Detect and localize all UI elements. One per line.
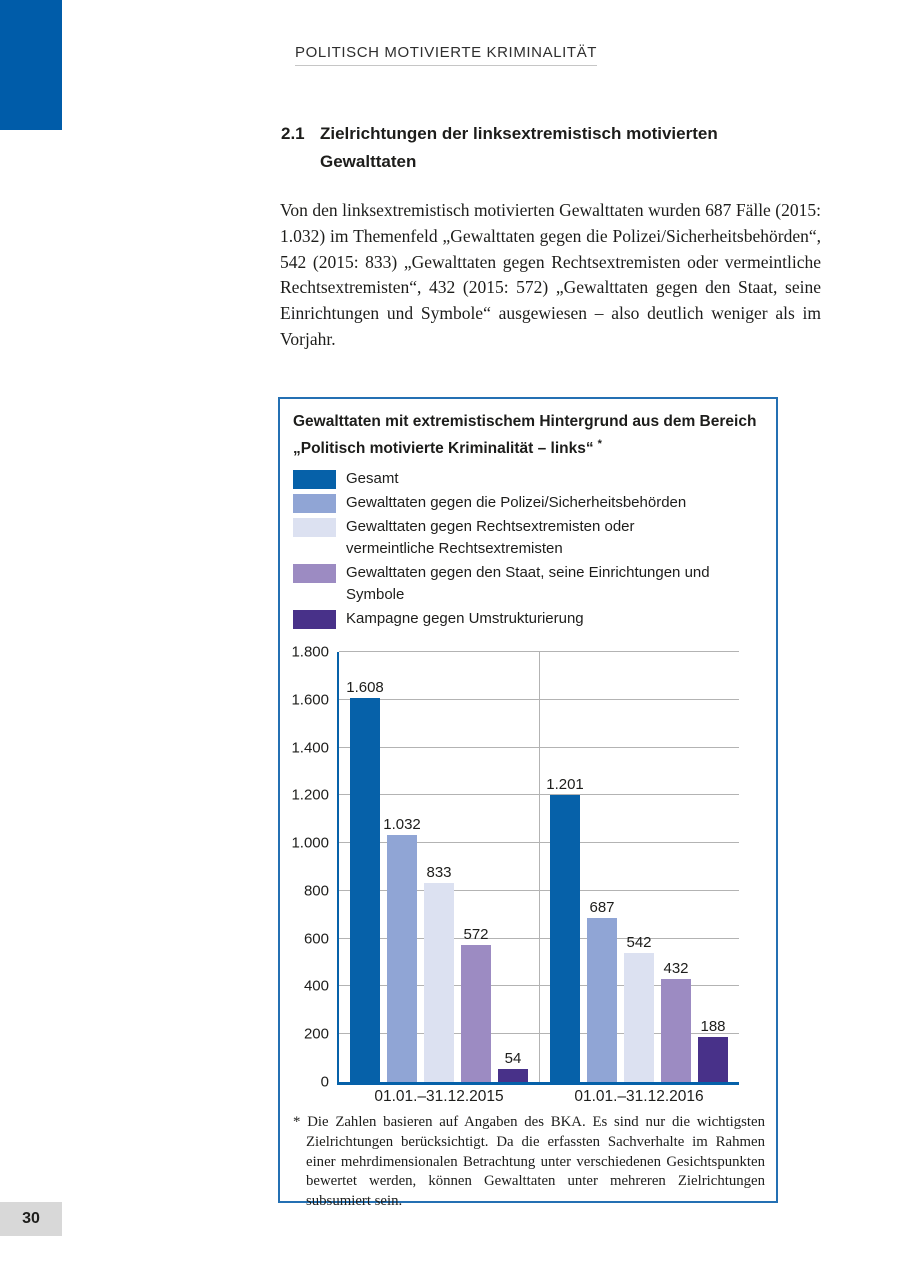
bar: 1.608: [346, 679, 384, 1082]
chart-legend: Gesamt Gewalttaten gegen die Polizei/Sich…: [293, 468, 766, 632]
y-tick-label: 1.600: [291, 691, 329, 709]
y-tick-label: 1.400: [291, 739, 329, 757]
corner-accent-block: [0, 0, 62, 130]
bar: 54: [498, 1050, 528, 1082]
legend-row: Gewalttaten gegen die Polizei/Sicherheit…: [293, 492, 766, 514]
legend-row: Gewalttaten gegen Rechtsextremisten oder…: [293, 516, 766, 560]
y-tick-label: 800: [303, 882, 329, 900]
bar-value-label: 432: [663, 959, 689, 977]
y-axis: 0 200 400 600 800 1.000 1.200 1.400 1.600 1.800: [277, 644, 329, 1091]
legend-swatch-icon: [293, 610, 336, 629]
x-tick-label: 01.01.–31.12.2015: [374, 1088, 504, 1105]
bar-value-label: 1.608: [346, 678, 384, 696]
bar: 1.201: [546, 776, 584, 1082]
bar-value-label: 1.201: [546, 776, 584, 794]
legend-swatch-icon: [293, 564, 336, 583]
group-divider: [539, 652, 540, 1082]
y-tick-label: 600: [303, 930, 329, 948]
bar: 1.032: [383, 816, 421, 1082]
y-tick-label: 1.200: [291, 786, 329, 804]
bar-value-label: 833: [426, 864, 452, 882]
bar-group: 1.201 687 542 432 188: [539, 652, 739, 1082]
legend-swatch-icon: [293, 518, 336, 537]
legend-row: Kampagne gegen Umstrukturierung: [293, 608, 766, 630]
section-number: 2.1: [281, 124, 305, 143]
gridline: [339, 651, 739, 652]
y-tick-label: 1.000: [291, 834, 329, 852]
bar-value-label: 1.032: [383, 816, 421, 834]
bar-value-label: 54: [504, 1050, 522, 1068]
y-tick-label: 0: [320, 1073, 329, 1091]
bar: 432: [661, 960, 691, 1082]
legend-swatch-icon: [293, 494, 336, 513]
y-tick-label: 1.800: [291, 643, 329, 661]
chart-footnote: * Die Zahlen basieren auf Angaben des BK…: [293, 1113, 765, 1212]
bar-value-label: 572: [463, 926, 489, 944]
y-tick-label: 400: [303, 977, 329, 995]
bar: 188: [698, 1018, 728, 1082]
legend-label: Gewalttaten gegen den Staat, seine Einri…: [346, 564, 710, 603]
plot-area: 0 200 400 600 800 1.000 1.200 1.400 1.600 1.800 1…: [291, 644, 739, 1105]
footnote-marker: *: [293, 1114, 301, 1130]
body-paragraph: Von den linksextremistisch motivierten G…: [280, 200, 821, 349]
chart-title-footnote-marker: *: [597, 438, 602, 450]
page-number-box: 30: [0, 1202, 62, 1236]
bar-value-label: 188: [700, 1018, 726, 1036]
bar-value-label: 542: [626, 933, 652, 951]
chart-title-text: Gewalttaten mit extremistischem Hintergr…: [293, 413, 757, 458]
bar: 833: [424, 864, 454, 1082]
legend-label: Gesamt: [346, 470, 399, 487]
running-head: POLITISCH MOTIVIERTE KRIMINALITÄT: [295, 44, 598, 66]
legend-label: Gewalttaten gegen die Polizei/Sicherheit…: [346, 494, 687, 511]
y-tick-label: 200: [303, 1025, 329, 1043]
bar: 687: [587, 899, 617, 1082]
legend-row: Gesamt: [293, 468, 766, 490]
chart-box: Gewalttaten mit extremistischem Hintergr…: [278, 397, 778, 1209]
legend-swatch-icon: [293, 470, 336, 489]
page-number: 30: [22, 1210, 40, 1227]
chart-title: Gewalttaten mit extremistischem Hintergr…: [293, 410, 763, 460]
running-head-title: POLITISCH MOTIVIERTE KRIMINALITÄT: [295, 44, 598, 66]
x-tick-label: 01.01.–31.12.2016: [574, 1088, 704, 1105]
section-title: Zielrichtungen der linksextremistisch mo…: [320, 124, 718, 171]
section-heading: 2.1 Zielrichtungen der linksextremistisc…: [281, 120, 720, 176]
footnote-text: Die Zahlen basieren auf Angaben des BKA.…: [306, 1114, 766, 1210]
bar: 572: [461, 926, 491, 1082]
legend-label: Gewalttaten gegen Rechtsextremisten oder…: [346, 518, 635, 557]
bar-value-label: 687: [589, 898, 615, 916]
bar-group: 1.608 1.032 833 572 54: [339, 652, 539, 1082]
legend-row: Gewalttaten gegen den Staat, seine Einri…: [293, 562, 766, 606]
bar: 542: [624, 934, 654, 1082]
legend-label: Kampagne gegen Umstrukturierung: [346, 610, 584, 627]
